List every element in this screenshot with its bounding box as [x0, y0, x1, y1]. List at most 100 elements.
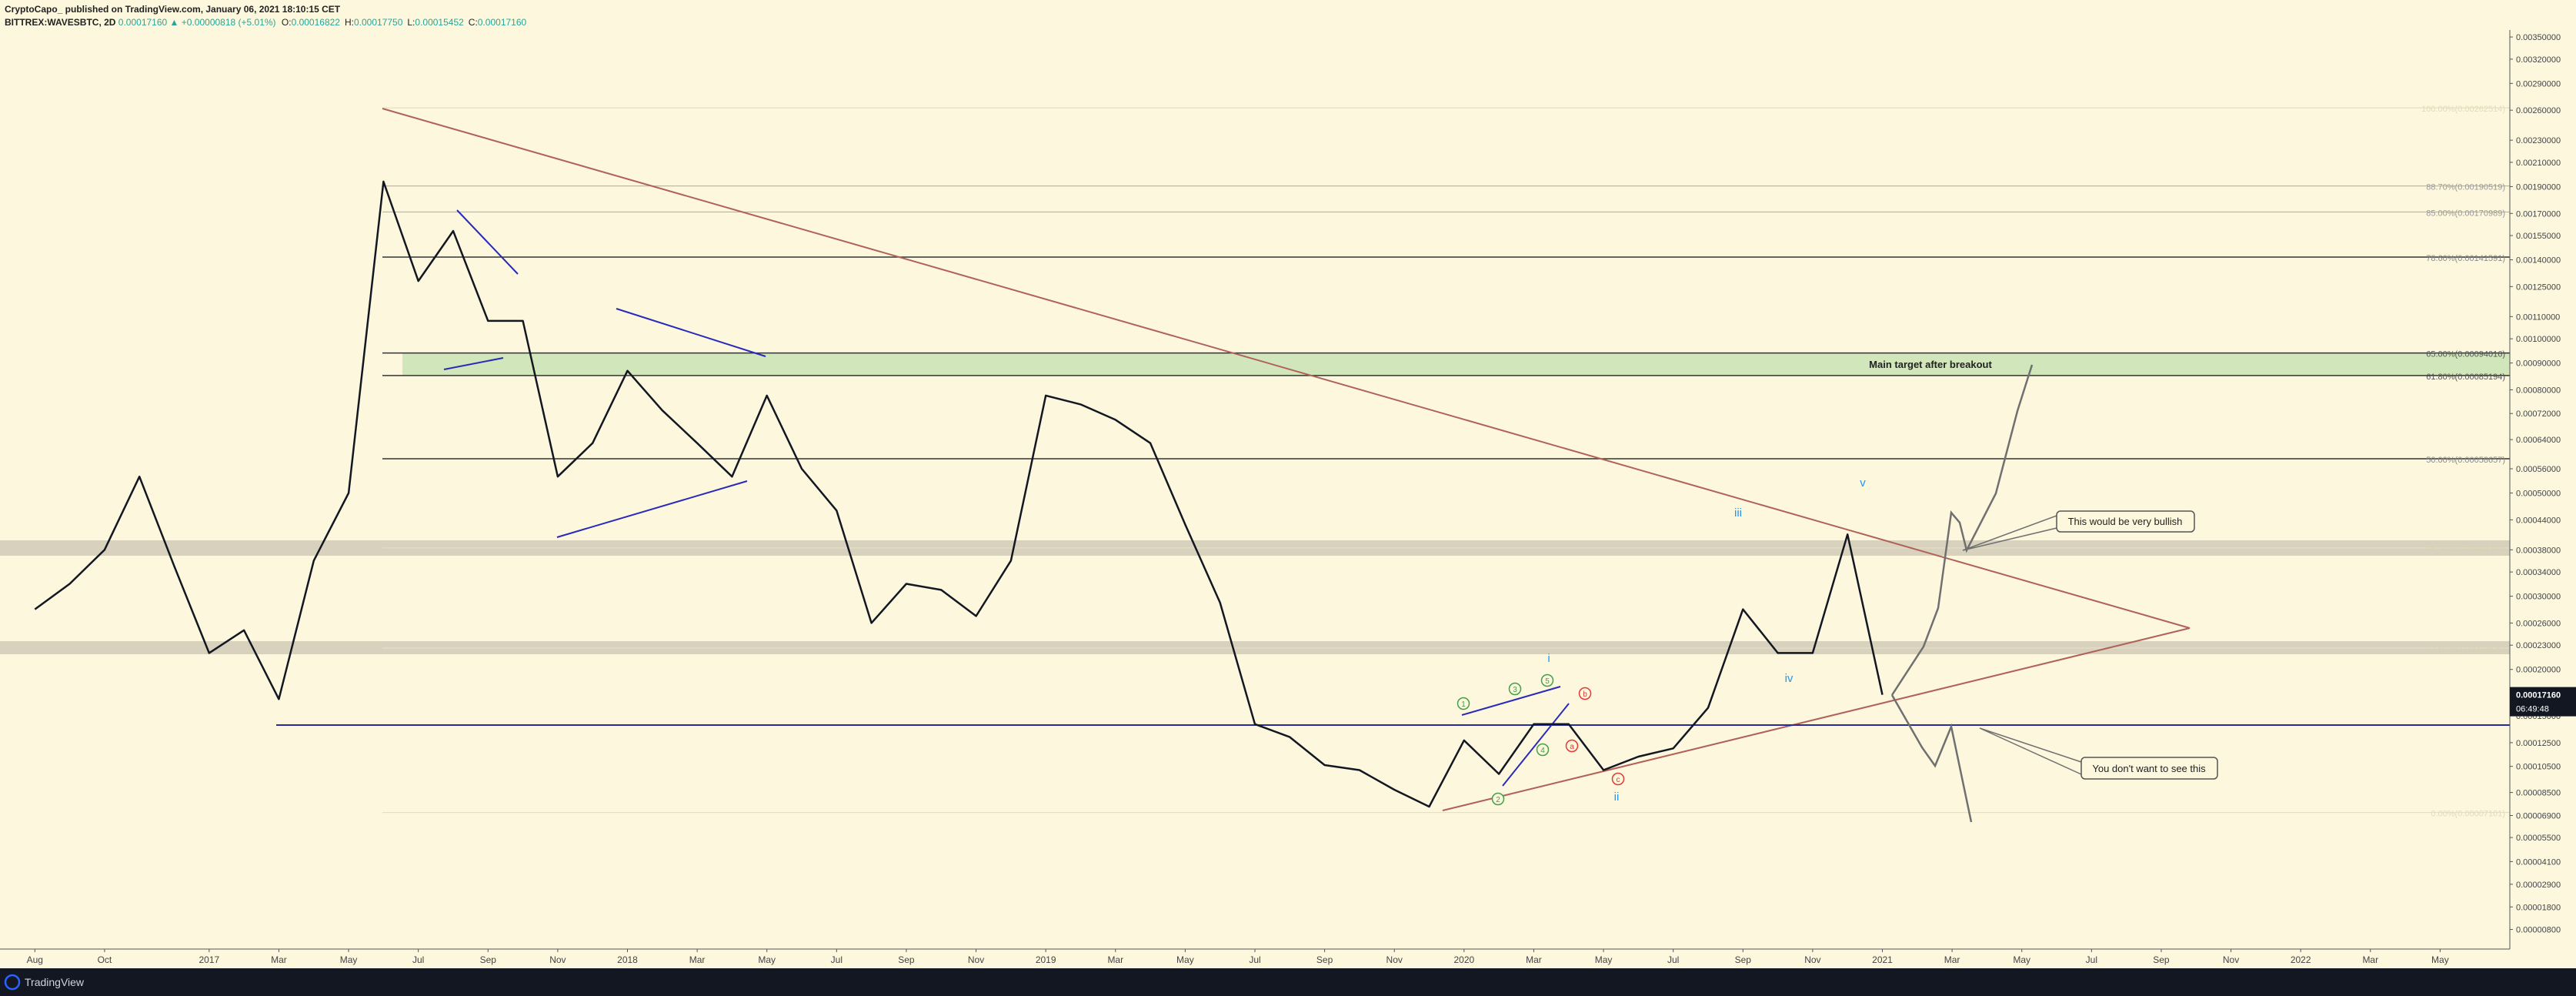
wave-circle-label: b [1583, 690, 1587, 699]
callout-pointer [1962, 515, 2057, 551]
x-tick-label: Jul [831, 954, 843, 965]
callout-box [2056, 510, 2195, 533]
drawings [276, 108, 2510, 823]
fib-label: 85.00%(0.00170989) [2426, 209, 2505, 218]
y-tick-label: 0.00034000 [2516, 568, 2561, 577]
fib-group: 100.00%(0.00262514) 88.70%(0.00190519) 85.… [382, 105, 2510, 819]
x-tick-label: Mar [689, 954, 706, 965]
x-tick-label: Mar [2362, 954, 2378, 965]
x-tick-label: Sep [1316, 954, 1333, 965]
x-tick-label: May [1176, 954, 1194, 965]
x-tick-label: Nov [968, 954, 984, 965]
y-tick-label: 0.00044000 [2516, 516, 2561, 525]
y-tick-label: 0.00008500 [2516, 789, 2561, 798]
publisher-text: CryptoCapo_ published on TradingView.com… [5, 4, 341, 15]
callout-text: This would be very bullish [2068, 516, 2183, 527]
y-tick-label: 0.00210000 [2516, 159, 2561, 168]
y-tick-label: 0.00170000 [2516, 209, 2561, 219]
brand: TradingView [25, 976, 85, 988]
fib-label: 38.20%(0.00038348) [2426, 545, 2505, 554]
change: +0.00000818 (+5.01%) [182, 17, 276, 28]
y-tick-label: 0.00001800 [2516, 903, 2561, 912]
target-zone [402, 353, 2510, 376]
y-tick-label: 0.00056000 [2516, 465, 2561, 474]
y-tick-label: 0.00190000 [2516, 182, 2561, 192]
ohlc-label: O: [282, 17, 292, 28]
wave-label: iv [1785, 672, 1794, 685]
wave-circle [1536, 743, 1550, 757]
x-tick-label: Mar [1526, 954, 1542, 965]
y-tick-label: 0.00005500 [2516, 834, 2561, 843]
x-tick-label: May [2013, 954, 2030, 965]
wave-label: ii [1614, 790, 1620, 804]
projection-up [1890, 364, 2034, 696]
last-price: 0.00017160 [118, 17, 168, 28]
fib-label: 78.60%(0.00141591) [2426, 254, 2505, 263]
x-tick-label: May [340, 954, 358, 965]
fib-label: 23.60%(0.00022625) [2426, 645, 2505, 654]
price-line [34, 180, 1884, 808]
change-arrow: ▲ [170, 17, 179, 28]
y-tick-label: 0.00000800 [2516, 926, 2561, 935]
y-tick-label: 0.00155000 [2516, 232, 2561, 241]
triangle-line [556, 480, 748, 538]
wave-circle [1491, 792, 1505, 806]
y-tick-label: 0.00004100 [2516, 857, 2561, 867]
y-tick-label: 0.00050000 [2516, 490, 2561, 499]
x-tick-label: Jul [2086, 954, 2097, 965]
y-tick-label: 0.00012500 [2516, 739, 2561, 748]
fib-label: 100.00%(0.00262514) [2421, 105, 2505, 114]
y-tick-label: 0.00350000 [2516, 33, 2561, 42]
countdown-label: 06:49:48 [2516, 705, 2549, 714]
wave-circle-label: 1 [1461, 700, 1466, 709]
y-tick-label: 0.00110000 [2516, 313, 2560, 322]
y-tick-label: 0.00020000 [2516, 666, 2561, 675]
ohlc-value: 0.00017750 [354, 17, 403, 28]
fib-label: 61.80%(0.00085194) [2426, 373, 2505, 382]
callout-box [2080, 757, 2218, 780]
triangle-line [443, 357, 504, 370]
x-tick-label: Mar [271, 954, 287, 965]
x-tick-label: Mar [1944, 954, 1960, 965]
trendline [1442, 627, 2191, 811]
x-tick-label: Sep [1735, 954, 1752, 965]
footer-logo: TradingView [4, 974, 85, 991]
trendline [382, 108, 2191, 629]
ohlc-value: 0.00015452 [415, 17, 464, 28]
x-tick-label: Oct [98, 954, 112, 965]
x-tick-label: Aug [27, 954, 43, 965]
wedge-line [1461, 686, 1561, 716]
y-tick-label: 0.00320000 [2516, 55, 2561, 65]
x-tick-label: 2022 [2291, 954, 2311, 965]
ohlc-label: C: [469, 17, 478, 28]
x-tick-label: Nov [2223, 954, 2239, 965]
callout-text: You don't want to see this [2092, 763, 2206, 774]
price-marker-label: 0.00017160 [2516, 691, 2561, 700]
y-tick-label: 0.00030000 [2516, 593, 2561, 602]
projection-down [1890, 694, 1973, 823]
wave-circle-label: 3 [1513, 686, 1517, 694]
symbol: BITTREX:WAVESBTC, 2D [5, 17, 116, 28]
wave-circle [1508, 682, 1522, 696]
wave-circle [1540, 673, 1554, 687]
x-tick-label: Jul [1249, 954, 1260, 965]
y-tick-label: 0.00140000 [2516, 256, 2561, 266]
x-tick-label: Jul [1667, 954, 1679, 965]
publisher: CryptoCapo_ published on TradingView.com… [5, 4, 341, 15]
x-tick-label: 2019 [1036, 954, 1056, 965]
wave-label: iii [1734, 506, 1742, 520]
x-tick-label: Nov [549, 954, 566, 965]
x-tick-label: Sep [2153, 954, 2170, 965]
y-tick-label: 0.00230000 [2516, 136, 2561, 145]
y-tick-label: 0.00072000 [2516, 409, 2561, 419]
logo-icon [4, 974, 21, 991]
price-marker [2510, 687, 2576, 717]
wave-circle-label: 2 [1496, 796, 1500, 804]
fib-label: 50.00%(0.00058657) [2426, 456, 2505, 465]
callout-pointer [1979, 727, 2082, 775]
x-tick-label: May [1595, 954, 1613, 965]
symbol-line: BITTREX:WAVESBTC, 2D 0.00017160 ▲ +0.000… [5, 17, 527, 28]
